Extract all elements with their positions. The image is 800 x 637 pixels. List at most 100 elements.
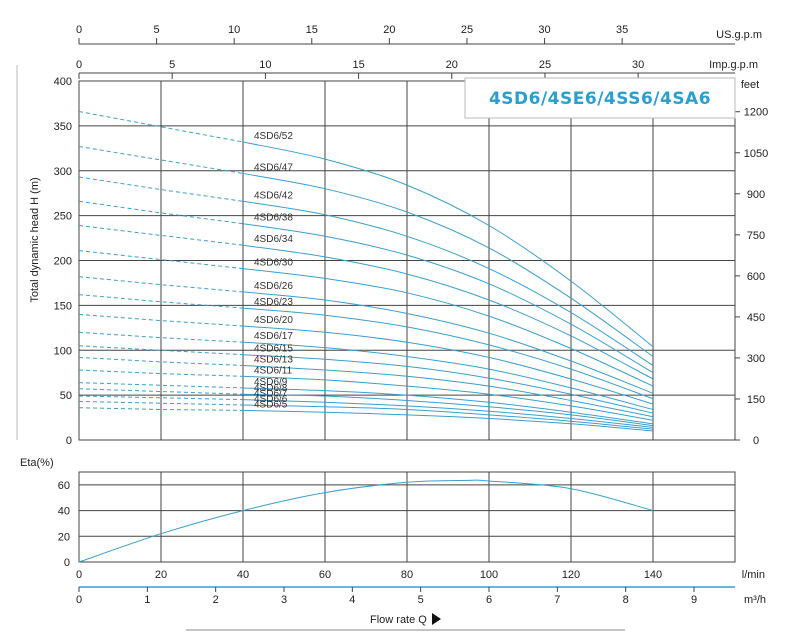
lmin-tick-label: 140 [644, 569, 662, 581]
y-tick-label: 300 [54, 166, 72, 178]
y-tick-label: 350 [54, 121, 72, 133]
right-tick-label: 150 [747, 394, 765, 406]
head-curve-dashed-4sd6-6 [78, 400, 244, 406]
eta-tick-label: 0 [64, 557, 70, 569]
lmin-tick-label: 60 [319, 569, 331, 581]
head-curve-4sd6-20 [242, 325, 654, 405]
m3h-tick-label: 7 [554, 594, 560, 606]
head-curve-dashed-4sd6-9 [78, 382, 244, 389]
usgpm-tick-label: 30 [538, 24, 550, 36]
head-curve-4sd6-17 [242, 341, 654, 410]
labels-layer: 4SD6/52 4SD6/47 4SD6/42 4SD6/38 4SD6/34 4SD6/… [254, 131, 293, 410]
m3h-tick-label: 3 [281, 594, 287, 606]
head-curve-4sd6-26 [242, 291, 654, 394]
model-label-4sd6-38: 4SD6/38 [254, 213, 293, 224]
right-tick-label: 600 [747, 271, 765, 283]
model-label-4sd6-7: 4SD6/7 [254, 389, 288, 400]
head-curve-dashed-4sd6-11 [78, 369, 244, 377]
model-label-4sd6-17: 4SD6/17 [254, 331, 293, 342]
m3h-tick-label: 4 [349, 594, 355, 606]
usgpm-tick-label: 5 [154, 24, 160, 36]
model-label-4sd6-20: 4SD6/20 [254, 315, 293, 326]
y-tick-label: 250 [54, 211, 72, 223]
model-label-4sd6-9: 4SD6/9 [254, 377, 288, 388]
head-curve-4sd6-52 [242, 141, 654, 348]
head-curve-4sd6-30 [242, 268, 654, 387]
model-label-4sd6-5: 4SD6/5 [254, 399, 288, 410]
head-curve-dashed-4sd6-5 [78, 407, 244, 411]
m3h-tick-label: 5 [418, 594, 424, 606]
right-tick-label: 750 [747, 230, 765, 242]
y-tick-label: 150 [54, 300, 72, 312]
lmin-tick-label: 20 [155, 569, 167, 581]
head-curve-dashed-4sd6-17 [78, 331, 244, 343]
y-axis-title: Total dynamic head H (m) [29, 177, 41, 302]
m3h-tick-label: 8 [623, 594, 629, 606]
grid-layer [16, 65, 736, 563]
model-label-4sd6-34: 4SD6/34 [254, 234, 293, 245]
head-curve-4sd6-23 [242, 307, 654, 400]
lmin-tick-label: 100 [480, 569, 498, 581]
impgpm-tick-label: 0 [76, 59, 82, 71]
impgpm-tick-label: 20 [446, 59, 458, 71]
head-curve-4sd6-13 [242, 365, 654, 418]
axes-layer: 0501001502002503003504000150300450600750… [54, 24, 768, 631]
m3h-tick-label: 9 [691, 594, 697, 606]
eta-axis-title: Eta(%) [20, 457, 54, 469]
m3h-tick-label: 2 [213, 594, 219, 606]
right-tick-label: 1200 [744, 107, 768, 119]
model-label-4sd6-8: 4SD6/8 [254, 383, 288, 394]
model-label-4sd6-52: 4SD6/52 [254, 131, 293, 142]
right-tick-label: 0 [753, 435, 759, 447]
head-curve-4sd6-7 [242, 399, 654, 428]
model-label-4sd6-42: 4SD6/42 [254, 190, 293, 201]
model-label-4sd6-6: 4SD6/6 [254, 394, 288, 405]
usgpm-tick-label: 35 [616, 24, 628, 36]
impgpm-tick-label: 5 [169, 59, 175, 71]
head-curve-dashed-4sd6-13 [78, 356, 244, 366]
head-curve-4sd6-47 [242, 172, 654, 357]
y-tick-label: 0 [66, 435, 72, 447]
flow-rate-label: Flow rate Q [370, 614, 427, 626]
model-label-4sd6-23: 4SD6/23 [254, 297, 293, 308]
y-tick-label: 100 [54, 345, 72, 357]
eta-curve [78, 479, 654, 563]
impgpm-tick-label: 30 [632, 59, 644, 71]
curves-layer [78, 111, 654, 563]
head-curve-4sd6-34 [242, 244, 654, 380]
usgpm-tick-label: 20 [383, 24, 395, 36]
model-label-4sd6-30: 4SD6/30 [254, 258, 293, 269]
eta-tick-label: 20 [58, 531, 70, 543]
play-triangle-icon [432, 613, 441, 625]
impgpm-unit: Imp.g.p.m [709, 59, 758, 71]
head-curve-dashed-4sd6-8 [78, 388, 244, 395]
lmin-unit: l/min [742, 569, 765, 581]
lmin-tick-label: 80 [401, 569, 413, 581]
title-box [464, 77, 736, 119]
y-tick-label: 400 [54, 76, 72, 88]
model-label-4sd6-11: 4SD6/11 [254, 365, 293, 376]
m3h-tick-label: 0 [76, 594, 82, 606]
m3h-tick-label: 6 [486, 594, 492, 606]
head-curve-4sd6-11 [242, 375, 654, 421]
head-curve-4sd6-38 [242, 223, 654, 374]
head-curve-4sd6-5 [242, 409, 654, 432]
impgpm-tick-label: 10 [259, 59, 271, 71]
impgpm-tick-label: 25 [539, 59, 551, 71]
head-curve-4sd6-9 [242, 387, 654, 425]
lmin-tick-label: 40 [237, 569, 249, 581]
model-label-4sd6-13: 4SD6/13 [254, 355, 293, 366]
head-curve-4sd6-8 [242, 393, 654, 427]
right-tick-label: 1050 [744, 148, 768, 160]
usgpm-tick-label: 15 [306, 24, 318, 36]
y-tick-label: 200 [54, 256, 72, 268]
impgpm-tick-label: 15 [352, 59, 364, 71]
model-label-4sd6-47: 4SD6/47 [254, 162, 293, 173]
model-label-4sd6-26: 4SD6/26 [254, 281, 293, 292]
head-curve-dashed-4sd6-7 [78, 395, 244, 401]
usgpm-tick-label: 25 [461, 24, 473, 36]
right-axis-unit: feet [741, 79, 759, 91]
usgpm-unit: US.g.p.m [716, 29, 762, 41]
